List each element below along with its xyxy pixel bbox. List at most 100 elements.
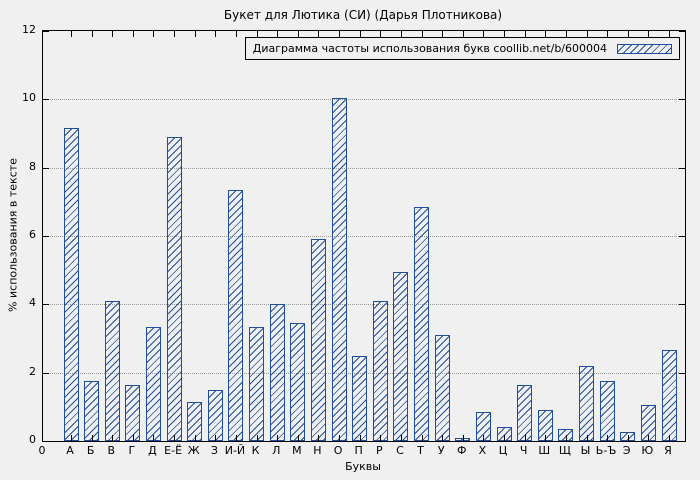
x-tick-label: С	[396, 444, 404, 457]
x-tick-mark	[627, 435, 629, 441]
x-tick-mark	[194, 31, 196, 37]
x-tick-mark	[483, 31, 485, 37]
x-tick-mark	[504, 435, 506, 441]
x-tick-mark	[297, 435, 299, 441]
x-tick-mark	[132, 435, 134, 441]
x-tick-mark	[586, 435, 588, 441]
y-tick-label: 6	[29, 228, 36, 241]
y-tick-label: 10	[22, 91, 36, 105]
x-tick-mark	[545, 31, 547, 37]
x-tick-label: Г	[128, 444, 136, 457]
gridline	[43, 99, 685, 101]
x-tick-label: Щ	[558, 444, 571, 457]
x-tick-mark	[132, 31, 134, 37]
y-tick-mark	[43, 236, 49, 237]
x-tick-label: К	[251, 444, 260, 457]
x-tick-mark	[277, 435, 279, 441]
bar-Ч	[517, 384, 533, 441]
x-tick-label: У	[437, 444, 445, 457]
x-tick-label: Э	[622, 444, 631, 457]
x-tick-mark	[174, 31, 176, 37]
gridline	[43, 236, 685, 237]
bar-Б	[84, 381, 100, 441]
x-tick-label: Д	[148, 444, 157, 457]
x-tick-mark	[400, 435, 402, 441]
x-tick-mark	[483, 435, 485, 441]
bar-О	[331, 97, 347, 441]
bar-П	[352, 355, 368, 441]
x-tick-mark	[153, 435, 155, 441]
x-tick-mark	[215, 435, 217, 441]
x-tick-label: Ж	[187, 444, 200, 457]
x-tick-origin: 0	[38, 444, 46, 457]
x-tick-label: Б	[86, 444, 95, 457]
gridline	[43, 167, 685, 169]
x-tick-mark	[71, 435, 72, 441]
x-tick-label: Ы	[580, 444, 591, 457]
x-tick-mark	[648, 31, 650, 37]
x-tick-mark	[607, 31, 609, 37]
x-tick-mark	[359, 435, 361, 441]
plot-area: Диаграмма частоты использования букв coo…	[42, 30, 686, 442]
x-tick-mark	[194, 435, 196, 441]
x-tick-mark	[607, 435, 609, 441]
x-tick-mark	[215, 31, 217, 37]
x-tick-label: О	[333, 444, 343, 457]
x-tick-mark	[648, 435, 650, 441]
x-tick-mark	[235, 31, 237, 37]
y-tick-mark	[679, 304, 685, 306]
x-tick-mark	[524, 31, 526, 37]
x-tick-label: И-Й	[224, 444, 246, 457]
x-tick-mark	[339, 31, 341, 37]
x-tick-mark	[359, 31, 361, 37]
y-tick-mark	[43, 99, 49, 101]
x-tick-mark	[235, 435, 237, 441]
x-tick-label: П	[354, 444, 363, 457]
bar-Н	[310, 239, 326, 441]
x-tick-label: Е-Ё	[164, 444, 183, 457]
x-tick-mark	[318, 435, 320, 441]
x-tick-mark	[421, 435, 423, 441]
x-tick-mark	[669, 31, 670, 37]
x-tick-label: Р	[375, 444, 383, 457]
x-tick-mark	[174, 435, 176, 441]
y-tick-mark	[43, 372, 49, 374]
y-tick-mark	[43, 441, 49, 442]
bar-Д	[145, 326, 161, 441]
x-tick-mark	[442, 31, 444, 37]
y-tick-mark	[43, 31, 49, 32]
gridline	[43, 304, 685, 306]
y-tick-mark	[679, 99, 685, 101]
x-tick-mark	[545, 435, 547, 441]
x-tick-mark	[91, 435, 93, 441]
legend: Диаграмма частоты использования букв coo…	[244, 37, 680, 60]
bar-У	[434, 335, 450, 441]
x-tick-label: Л	[272, 444, 281, 457]
bar-А	[63, 128, 79, 441]
x-tick-label: Х	[478, 444, 487, 457]
x-tick-mark	[462, 435, 464, 441]
bar-И-Й	[228, 189, 244, 441]
legend-label: Диаграмма частоты использования букв coo…	[252, 42, 607, 55]
x-tick-mark	[442, 435, 444, 441]
y-tick-mark	[679, 236, 685, 237]
x-tick-mark	[627, 31, 629, 37]
x-tick-mark	[565, 31, 567, 37]
x-tick-mark	[462, 31, 464, 37]
bar-С	[393, 271, 409, 441]
bar-Я	[661, 350, 677, 441]
x-tick-label: Н	[313, 444, 322, 457]
x-tick-mark	[524, 435, 526, 441]
y-tick-mark	[43, 304, 49, 306]
x-tick-label: Ц	[498, 444, 508, 457]
y-tick-label: 2	[29, 364, 36, 378]
x-tick-mark	[380, 435, 382, 441]
x-tick-label: А	[66, 444, 74, 457]
bar-Ь-Ъ	[599, 381, 615, 441]
x-tick-label: Ч	[519, 444, 528, 457]
x-tick-label: Ю	[641, 444, 654, 457]
bar-З	[207, 389, 223, 441]
y-tick-label: 8	[29, 159, 36, 173]
x-tick-mark	[277, 31, 279, 37]
x-tick-mark	[297, 31, 299, 37]
